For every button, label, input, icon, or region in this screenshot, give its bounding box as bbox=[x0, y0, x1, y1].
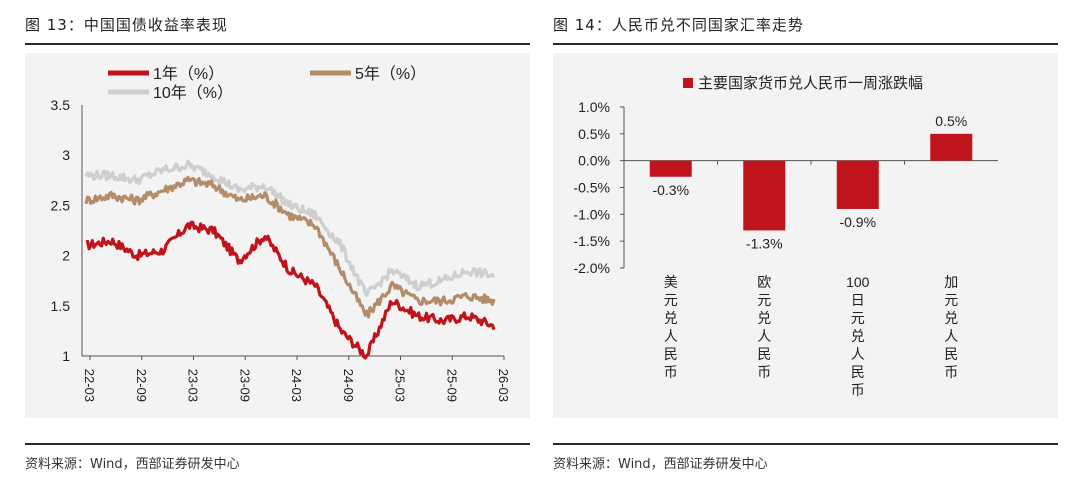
yield-x-axis: 22-03 22-09 23-03 23-09 24-03 24-09 25-03 25-09… bbox=[82, 356, 511, 402]
series-line-1y bbox=[85, 220, 496, 360]
bottom-rule bbox=[553, 443, 1058, 445]
yield-y-axis: 1 1.5 2 2.5 3 3.5 bbox=[51, 97, 504, 364]
x-tick-label: 22-03 bbox=[82, 369, 97, 402]
fx-chart-area: 主要国家货币兑人民币一周涨跌幅 1.0% 0.5% 0.0% -0.5% -1.0% -1… bbox=[553, 53, 1058, 418]
bar-value-label: -0.9% bbox=[839, 214, 876, 230]
fx-bar-chart: 主要国家货币兑人民币一周涨跌幅 1.0% 0.5% 0.0% -0.5% -1.0% -1… bbox=[573, 75, 998, 398]
category-label: 欧元兑人民币 bbox=[757, 274, 771, 380]
y-tick-label: -1.5% bbox=[573, 233, 610, 249]
legend-swatch bbox=[683, 78, 693, 88]
y-tick-label: 2.5 bbox=[51, 197, 71, 213]
x-tick-label: 24-09 bbox=[341, 369, 356, 402]
series-line-5y bbox=[84, 175, 496, 319]
y-tick-label: -1.0% bbox=[573, 206, 610, 222]
category-label: 美元兑人民币 bbox=[664, 274, 678, 380]
x-tick-label: 26-03 bbox=[496, 369, 511, 402]
figure-13-title: 图 13：中国国债收益率表现 bbox=[25, 16, 228, 34]
y-tick-label: 1.0% bbox=[578, 99, 610, 115]
fx-legend: 主要国家货币兑人民币一周涨跌幅 bbox=[683, 75, 923, 92]
x-tick-label: 25-03 bbox=[393, 369, 408, 402]
fx-y-axis: 1.0% 0.5% 0.0% -0.5% -1.0% -1.5% -2.0% bbox=[573, 99, 998, 276]
bar bbox=[836, 160, 879, 209]
yield-series bbox=[84, 159, 496, 360]
bar bbox=[930, 133, 973, 161]
fx-bars: -0.3% -1.3% -0.9% 0.5% bbox=[649, 113, 973, 251]
legend-label: 1年（%） bbox=[153, 65, 224, 83]
legend-label: 主要国家货币兑人民币一周涨跌幅 bbox=[698, 75, 923, 92]
y-tick-label: -0.5% bbox=[573, 180, 610, 196]
bar-value-label: 0.5% bbox=[935, 113, 967, 129]
yield-chart-area: 1年（%） 5年（%） 10年（%） 1 1.5 2 2.5 3 3.5 22-03 22-09… bbox=[25, 53, 530, 418]
y-tick-label: 3 bbox=[62, 147, 70, 163]
x-tick-label: 23-03 bbox=[186, 369, 201, 402]
series-line-10y bbox=[84, 159, 496, 297]
y-tick-label: 0.5% bbox=[578, 126, 610, 142]
yield-line-chart: 1年（%） 5年（%） 10年（%） 1 1.5 2 2.5 3 3.5 22-03 22-09… bbox=[51, 65, 511, 402]
bottom-rule bbox=[25, 443, 530, 445]
source-note: 资料来源：Wind，西部证券研发中心 bbox=[25, 457, 240, 472]
category-label: 加元兑人民币 bbox=[944, 274, 958, 380]
x-tick-label: 23-09 bbox=[237, 369, 252, 402]
x-tick-label: 24-03 bbox=[289, 369, 304, 402]
y-tick-label: -2.0% bbox=[573, 260, 610, 276]
top-rule bbox=[553, 43, 1058, 45]
legend-label: 5年（%） bbox=[355, 65, 426, 83]
bar-value-label: -0.3% bbox=[652, 182, 689, 198]
y-tick-label: 2 bbox=[62, 248, 70, 264]
figure-14-title: 图 14：人民币兑不同国家汇率走势 bbox=[553, 16, 804, 34]
y-tick-label: 0.0% bbox=[578, 153, 610, 169]
x-tick-label: 22-09 bbox=[134, 369, 149, 402]
y-tick-label: 3.5 bbox=[51, 97, 71, 113]
top-rule bbox=[25, 43, 530, 45]
y-tick-label: 1 bbox=[62, 348, 70, 364]
legend-label: 10年（%） bbox=[153, 84, 233, 102]
yield-legend: 1年（%） 5年（%） 10年（%） bbox=[108, 65, 426, 102]
y-tick-label: 1.5 bbox=[51, 298, 71, 314]
category-label: 100 日元兑人民币 bbox=[846, 274, 870, 398]
bar bbox=[743, 160, 786, 231]
bar-value-label: -1.3% bbox=[746, 235, 783, 251]
source-note: 资料来源：Wind，西部证券研发中心 bbox=[553, 457, 768, 472]
x-tick-label: 25-09 bbox=[444, 369, 459, 402]
bar bbox=[649, 160, 692, 177]
fx-categories: 美元兑人民币 欧元兑人民币 100 日元兑人民币 加元兑人民币 bbox=[664, 160, 958, 398]
